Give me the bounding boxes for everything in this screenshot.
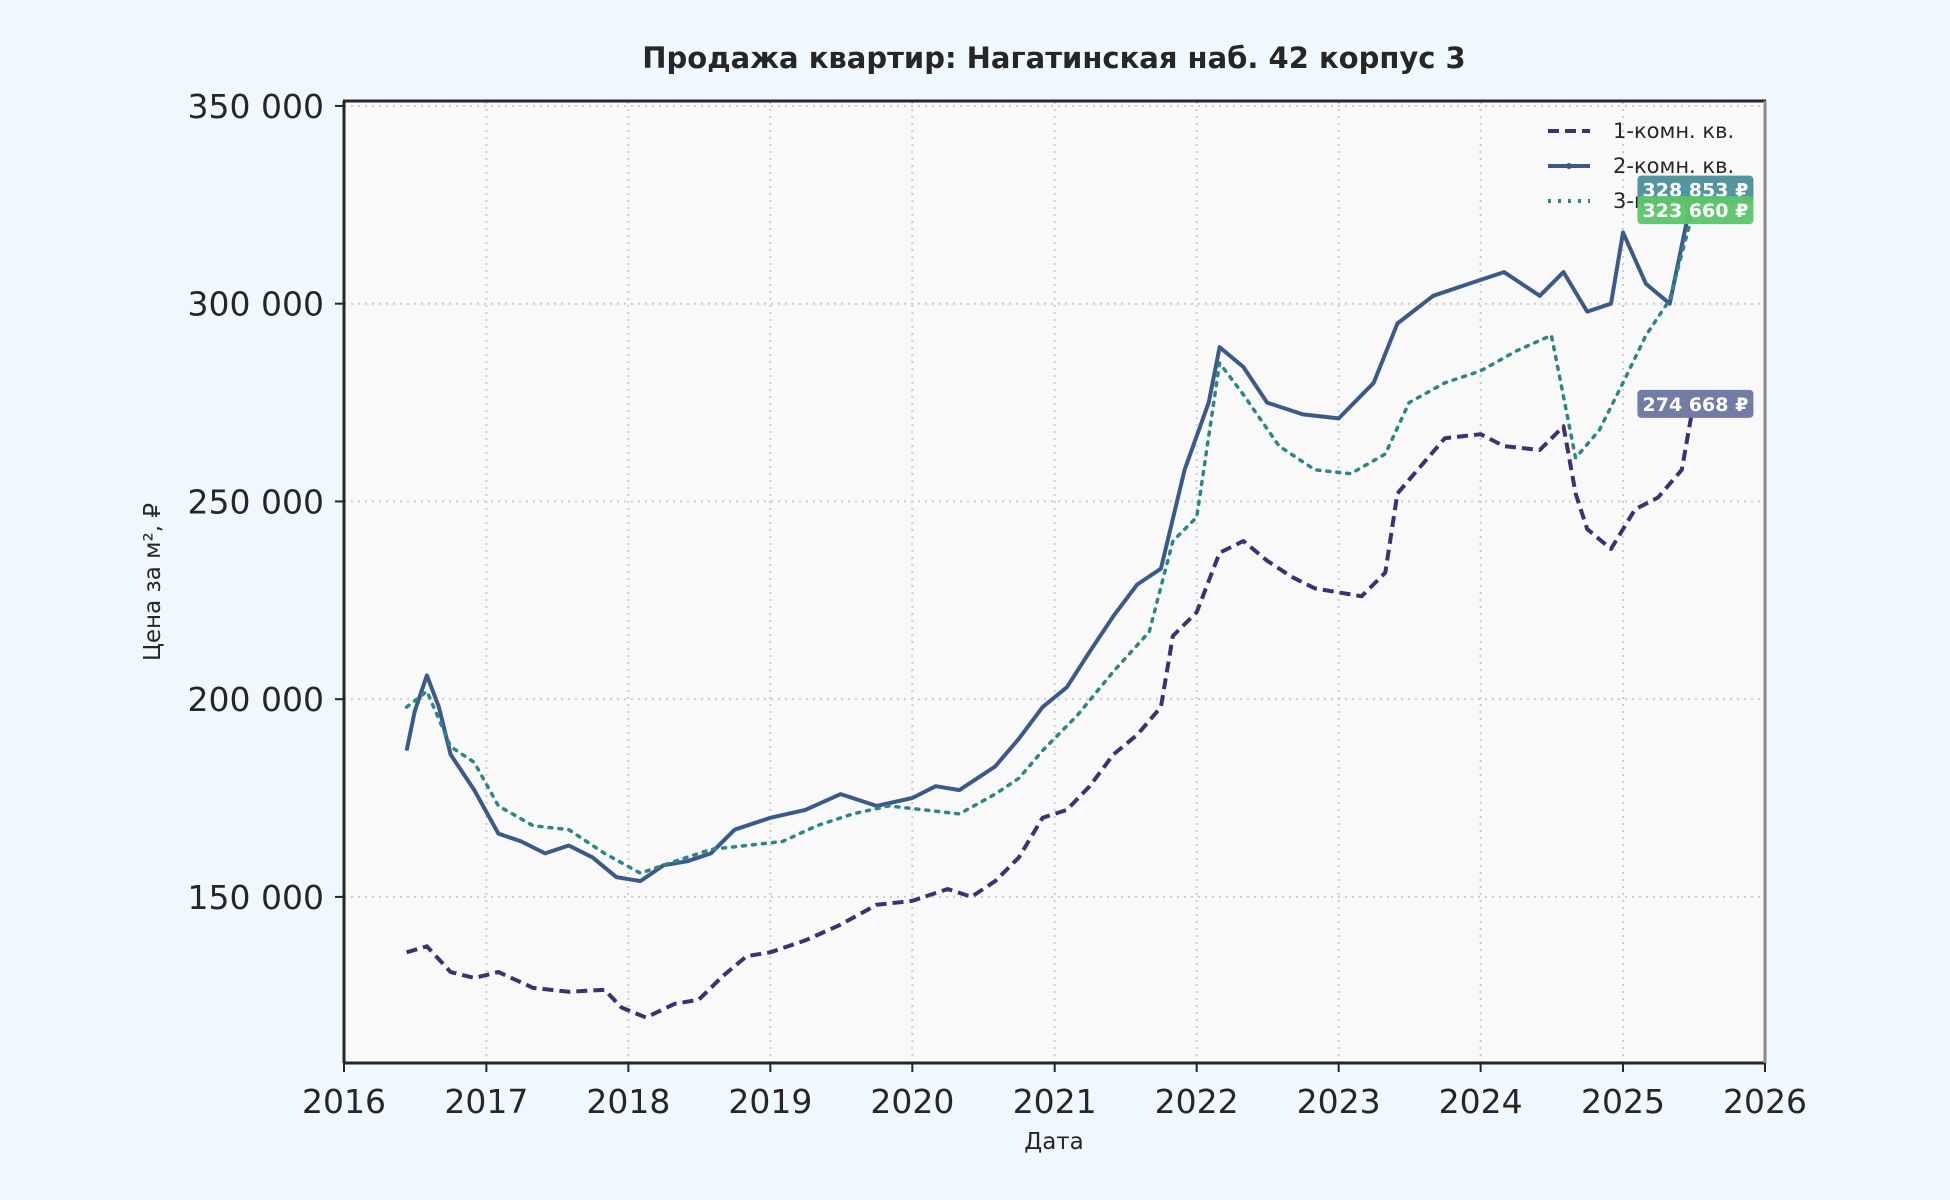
ticks: 2016 2017 2018 2019 2020 2021 2022 2023 2024 2025… [188,87,1807,1121]
x-tick-label: 2022 [1155,1082,1239,1121]
legend-label-1: 1-комн. кв. [1613,119,1734,143]
x-tick-label: 2020 [870,1082,954,1121]
value-badge-label: 328 853 ₽ [1643,180,1749,202]
y-tick-label: 350 000 [188,87,324,126]
value-badge-label: 274 668 ₽ [1643,394,1749,416]
x-tick-label: 2018 [586,1082,670,1121]
legend-marker-2 [1566,163,1572,169]
x-tick-label: 2021 [1013,1082,1097,1121]
x-tick-label: 2016 [302,1082,386,1121]
y-axis-title: Цена за м², ₽ [140,503,166,661]
value-badge [1637,196,1754,225]
series-layer [404,189,1696,1020]
x-axis-title: Дата [1024,1129,1084,1155]
chart-title: Продажа квартир: Нагатинская наб. 42 кор… [642,41,1465,75]
y-tick-label: 250 000 [188,482,324,521]
value-badge [1637,389,1754,418]
y-tick-label: 150 000 [188,878,324,917]
value-badge-label: 323 660 ₽ [1643,200,1749,222]
legend-label-2: 2-комн. кв. [1613,154,1734,178]
series-line-1 [406,403,1696,1020]
x-tick-label: 2025 [1581,1082,1665,1121]
series-line-2 [404,189,1696,884]
end-value-badges: 328 853 ₽323 660 ₽ 274 668 ₽ [1637,175,1754,418]
grid [344,102,1765,1063]
x-tick-label: 2019 [728,1082,812,1121]
plot-background [344,102,1765,1063]
x-tick-label: 2026 [1723,1082,1807,1121]
series-line-3 [404,208,1696,875]
x-tick-label: 2023 [1297,1082,1381,1121]
x-tick-label: 2017 [444,1082,528,1121]
x-tick-label: 2024 [1439,1082,1523,1121]
y-tick-label: 300 000 [188,285,324,324]
y-tick-label: 200 000 [188,680,324,719]
